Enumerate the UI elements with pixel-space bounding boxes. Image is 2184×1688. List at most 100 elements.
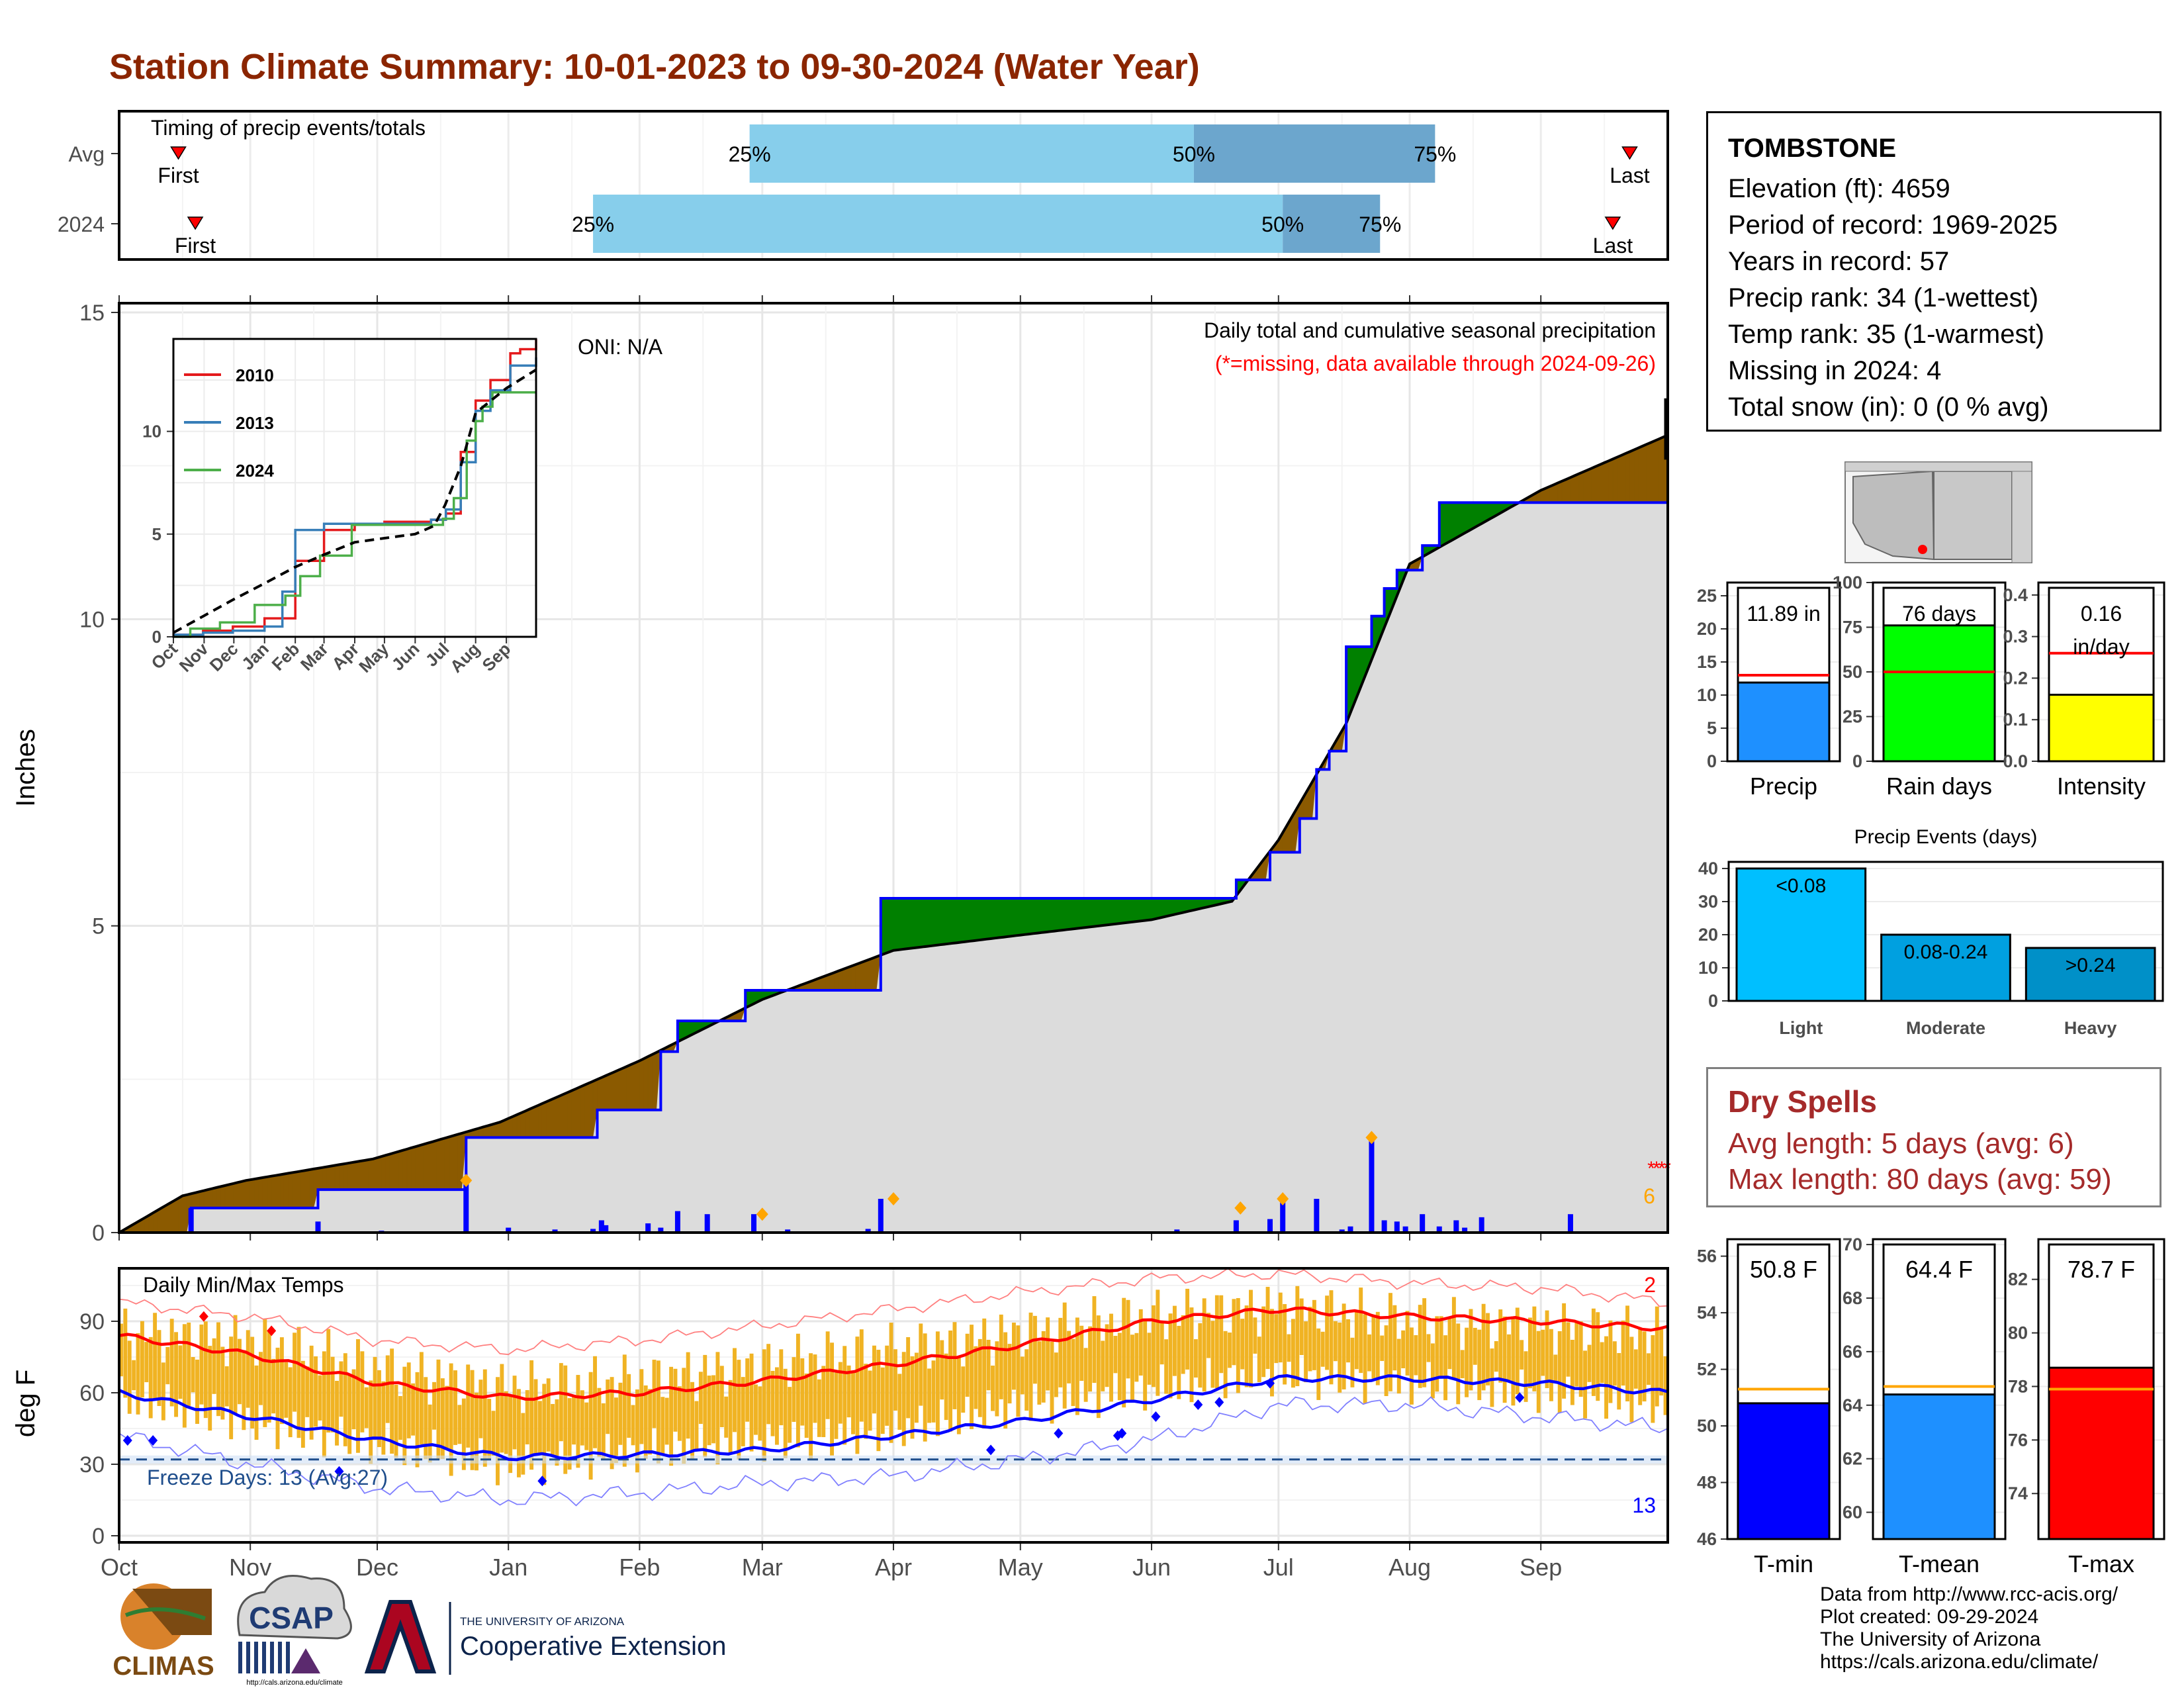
daily-temp-bar	[927, 1368, 932, 1423]
precip-anomaly-fill	[1155, 898, 1161, 919]
daily-temp-bar	[1625, 1305, 1629, 1402]
daily-precip-bar	[1267, 1219, 1273, 1233]
daily-temp-bar	[770, 1370, 775, 1436]
daily-temp-bar	[1549, 1329, 1553, 1401]
precip-anomaly-fill	[415, 1145, 420, 1190]
timing-panel-label: Timing of precip events/totals	[151, 116, 426, 140]
precip-anomaly-fill	[529, 1107, 534, 1138]
daily-temp-bar	[385, 1355, 390, 1423]
daily-temp-bar	[373, 1356, 377, 1440]
daily-temp-bar	[1152, 1305, 1156, 1387]
daily-temp-bar	[906, 1337, 911, 1419]
map-state-texas	[2011, 471, 2032, 563]
daily-temp-bar	[1578, 1321, 1583, 1397]
events-y-tick-label: 20	[1698, 925, 1718, 945]
daily-temp-bar	[347, 1375, 352, 1454]
csap-cloud-icon	[237, 1575, 352, 1640]
precip-anomaly-fill	[1071, 898, 1076, 930]
precip-anomaly-fill	[1646, 442, 1651, 503]
events-chart-title: Precip Events (days)	[1854, 826, 2038, 848]
precip-anomaly-fill	[935, 898, 940, 946]
daily-temp-bar	[296, 1327, 301, 1438]
daily-temp-bar	[940, 1340, 944, 1400]
precip-anomaly-fill	[1028, 898, 1034, 935]
timing-q50-label: 50%	[1173, 142, 1215, 166]
daily-temp-bar	[1253, 1317, 1257, 1354]
daily-temp-bar	[914, 1352, 919, 1423]
map-state-north	[1844, 461, 2032, 472]
daily-temp-bar	[694, 1401, 699, 1450]
climas-wave-icon	[124, 1607, 206, 1620]
daily-precip-bar	[704, 1214, 710, 1233]
precip-anomaly-fill	[1633, 447, 1639, 503]
daily-temp-bar	[733, 1348, 737, 1432]
precip-anomaly-fill	[1621, 453, 1626, 503]
precip-anomaly-fill	[931, 898, 936, 947]
daily-temp-bar	[305, 1366, 310, 1417]
precip-anomaly-fill	[207, 1188, 213, 1209]
daily-temp-bar	[567, 1398, 572, 1470]
daily-temp-bar	[919, 1323, 923, 1406]
events-y-tick-label: 0	[1708, 991, 1718, 1011]
mini-y-tick-label: 52	[1697, 1360, 1717, 1380]
precip-anomaly-fill	[635, 1060, 640, 1111]
daily-temp-bar	[402, 1366, 407, 1466]
precip-anomaly-fill	[436, 1139, 441, 1190]
daily-temp-bar	[487, 1399, 492, 1460]
daily-temp-bar	[901, 1352, 906, 1446]
station-location-marker	[1918, 545, 1927, 554]
record-low-marker	[1151, 1411, 1161, 1422]
daily-temp-bar	[1338, 1322, 1342, 1393]
daily-temp-bar	[322, 1351, 326, 1458]
daily-temp-bar	[766, 1344, 771, 1425]
mini-y-tick-label: 15	[1697, 652, 1717, 672]
precip-anomaly-fill	[597, 1077, 602, 1111]
daily-temp-bar	[1659, 1327, 1664, 1396]
daily-temp-bar	[1020, 1356, 1024, 1395]
mini-y-tick-label: 76	[2008, 1430, 2028, 1450]
daily-temp-bar	[868, 1370, 872, 1431]
daily-temp-bar	[682, 1368, 686, 1464]
precip-anomaly-fill	[965, 898, 970, 943]
precip-anomaly-fill	[1126, 898, 1131, 923]
month-label: Jul	[1263, 1554, 1294, 1581]
credit-line: The University of Arizona	[1820, 1628, 2041, 1650]
daily-temp-bar	[1494, 1341, 1498, 1372]
top-event-marker	[1277, 1192, 1289, 1206]
precip-anomaly-fill	[520, 1110, 526, 1138]
daily-temp-bar	[220, 1346, 225, 1420]
daily-temp-bar	[846, 1365, 851, 1418]
daily-temp-bar	[1557, 1331, 1562, 1413]
precip-anomaly-fill	[1160, 898, 1165, 918]
daily-temp-bar	[491, 1411, 496, 1456]
map-state-new-mexico	[1933, 471, 2013, 560]
daily-temp-bar	[910, 1356, 915, 1439]
daily-temp-bar	[199, 1324, 204, 1405]
mini-bar-xlabel: T-max	[2068, 1550, 2134, 1577]
last-marker	[1604, 216, 1621, 230]
precip-anomaly-fill	[1625, 451, 1630, 503]
daily-temp-bar	[555, 1399, 559, 1466]
daily-temp-bar	[1388, 1293, 1392, 1391]
daily-temp-bar	[148, 1336, 153, 1419]
precip-anomaly-fill	[1612, 457, 1617, 503]
timing-q75-label: 75%	[1414, 142, 1456, 166]
temp-y-axis-label: deg F	[11, 1370, 40, 1437]
freeze-days-label: Freeze Days: 13 (Avg:27)	[147, 1466, 388, 1489]
precip-anomaly-fill	[1655, 438, 1660, 503]
mini-y-tick-label: 80	[2008, 1323, 2028, 1343]
daily-temp-bar	[1130, 1335, 1134, 1401]
precip-anomaly-fill	[191, 1192, 196, 1209]
precip-y-tick-label: 10	[79, 607, 105, 632]
precip-anomaly-fill	[1629, 449, 1635, 503]
precip-anomaly-fill	[406, 1147, 412, 1190]
mini-bar-value-label: 11.89 in	[1747, 602, 1821, 626]
timing-q25-label: 25%	[729, 142, 771, 166]
precip-anomaly-fill	[1113, 898, 1118, 925]
daily-temp-bar	[529, 1360, 534, 1470]
ua-small-text: THE UNIVERSITY OF ARIZONA	[460, 1615, 625, 1628]
daily-temp-bar	[293, 1333, 297, 1412]
inset-series-line	[173, 368, 537, 634]
daily-temp-bar	[711, 1375, 715, 1444]
